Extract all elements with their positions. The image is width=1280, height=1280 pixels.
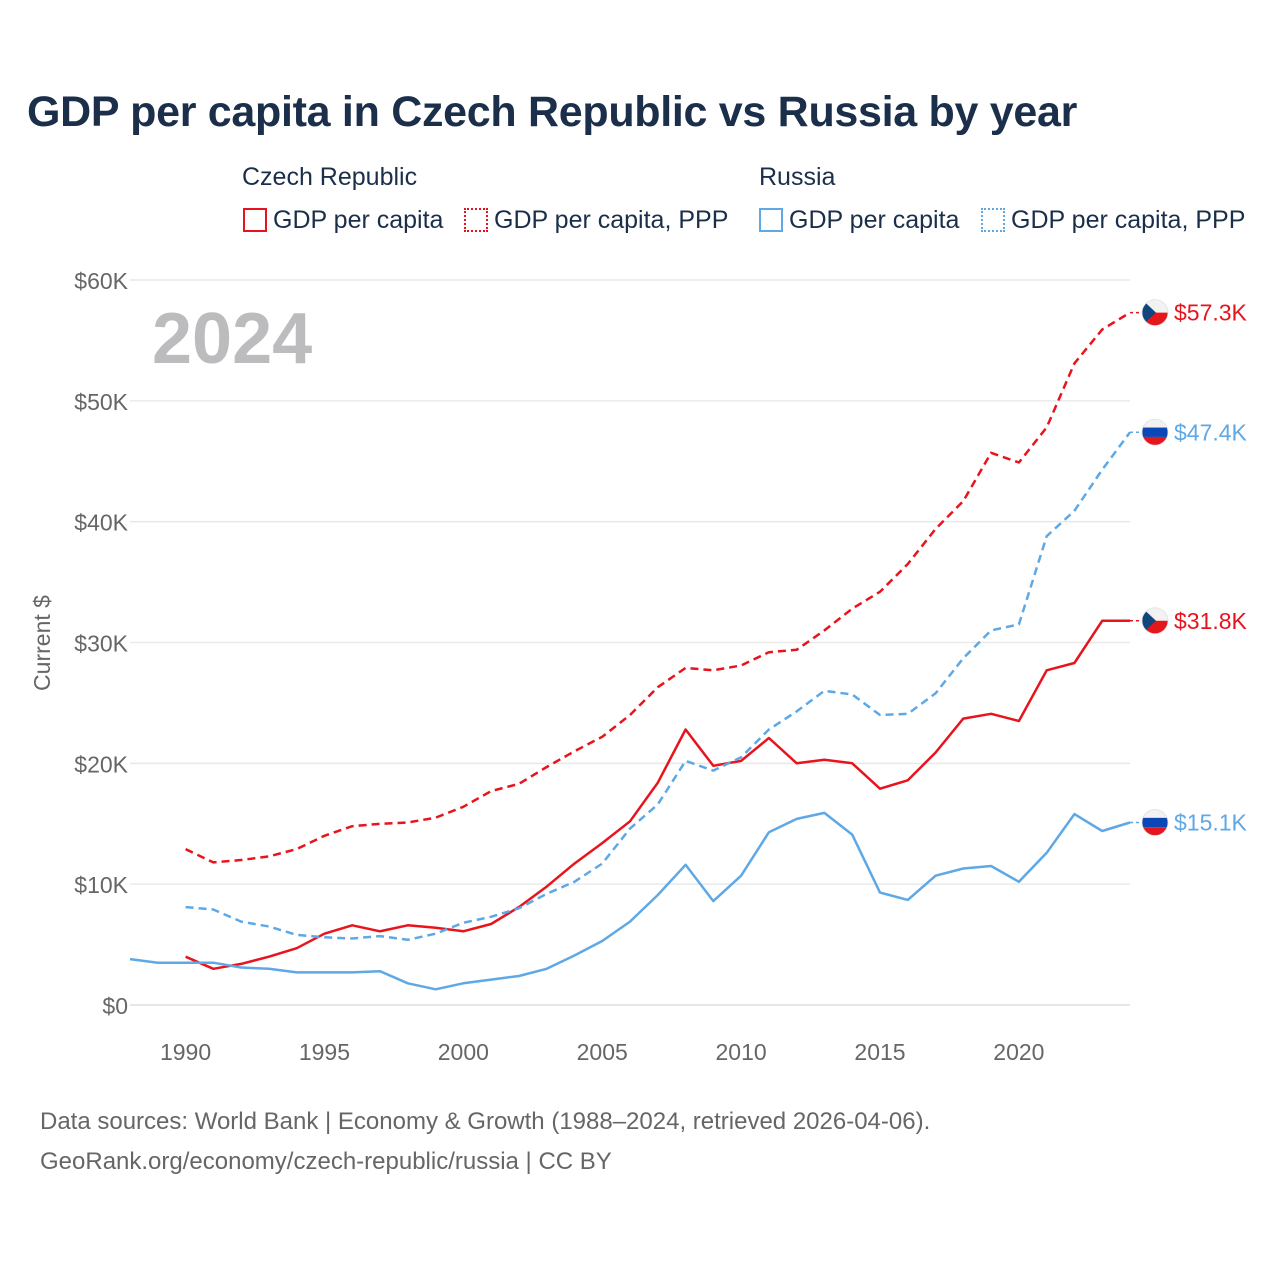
czech-flag-icon (1141, 607, 1169, 635)
y-tick-label: $10K (74, 872, 128, 898)
y-tick-label: $30K (74, 631, 128, 657)
axes: $0 $10K $20K $30K $40K $50K $60K 1990 1995 2000 20… (74, 268, 1044, 1065)
legend-swatch-dotted-blue (981, 208, 1005, 232)
end-value-label: $31.8K (1174, 608, 1248, 634)
chart-title: GDP per capita in Czech Republic vs Russ… (27, 88, 1078, 136)
end-labels: $31.8K $57.3K $15.1K $47.4K (1130, 299, 1248, 836)
y-tick-label: $60K (74, 268, 128, 294)
x-tick-label: 2000 (438, 1039, 489, 1065)
czech-flag-icon (1141, 299, 1169, 327)
end-value-label: $57.3K (1174, 300, 1248, 326)
footer-sources: Data sources: World Bank | Economy & Gro… (40, 1108, 931, 1135)
x-tick-label: 2020 (993, 1039, 1044, 1065)
x-tick-label: 2005 (577, 1039, 628, 1065)
series-line-czech-republic-solid[interactable] (185, 619, 1130, 971)
russia-flag-icon (1141, 418, 1169, 446)
y-axis-label: Current $ (29, 595, 55, 691)
year-watermark: 2024 (152, 299, 312, 379)
legend-label: GDP per capita, PPP (494, 205, 729, 234)
legend-item-czech-gdp-ppp[interactable]: GDP per capita, PPP (464, 204, 728, 236)
end-value-label: $15.1K (1174, 810, 1248, 836)
legend-group-russia: Russia (759, 163, 836, 191)
end-value-label: $47.4K (1174, 419, 1248, 445)
line-chart: $0 $10K $20K $30K $40K $50K $60K 1990 1995 2000 20… (29, 268, 1248, 1065)
legend-swatch-solid-red (243, 208, 267, 232)
russia-flag-icon (1141, 809, 1169, 836)
legend-swatch-solid-blue (759, 208, 783, 232)
grid-lines (130, 279, 1130, 1006)
legend-label: GDP per capita, PPP (1011, 205, 1246, 234)
x-tick-label: 2015 (854, 1039, 905, 1065)
legend-swatch-dotted-red (464, 208, 488, 232)
footer-link[interactable]: GeoRank.org/economy/czech-republic/russi… (40, 1148, 612, 1175)
legend-group-czech-republic: Czech Republic (242, 163, 418, 191)
x-tick-label: 2010 (716, 1039, 767, 1065)
x-tick-label: 1990 (160, 1039, 211, 1065)
y-tick-label: $50K (74, 389, 128, 415)
legend-item-russia-gdp-ppp[interactable]: GDP per capita, PPP (981, 204, 1245, 236)
series-line-russia-dashed[interactable] (185, 431, 1132, 942)
legend-label: GDP per capita (789, 205, 960, 234)
legend-item-czech-gdp[interactable]: GDP per capita (243, 204, 443, 236)
series (129, 311, 1132, 991)
y-tick-label: $0 (102, 993, 128, 1019)
legend-item-russia-gdp[interactable]: GDP per capita (759, 204, 959, 236)
series-line-czech-republic-dashed[interactable] (185, 311, 1131, 864)
x-tick-label: 1995 (299, 1039, 350, 1065)
legend-label: GDP per capita (273, 205, 444, 234)
y-tick-label: $20K (74, 751, 128, 777)
y-tick-label: $40K (74, 510, 128, 536)
series-line-russia-solid[interactable] (129, 811, 1131, 991)
